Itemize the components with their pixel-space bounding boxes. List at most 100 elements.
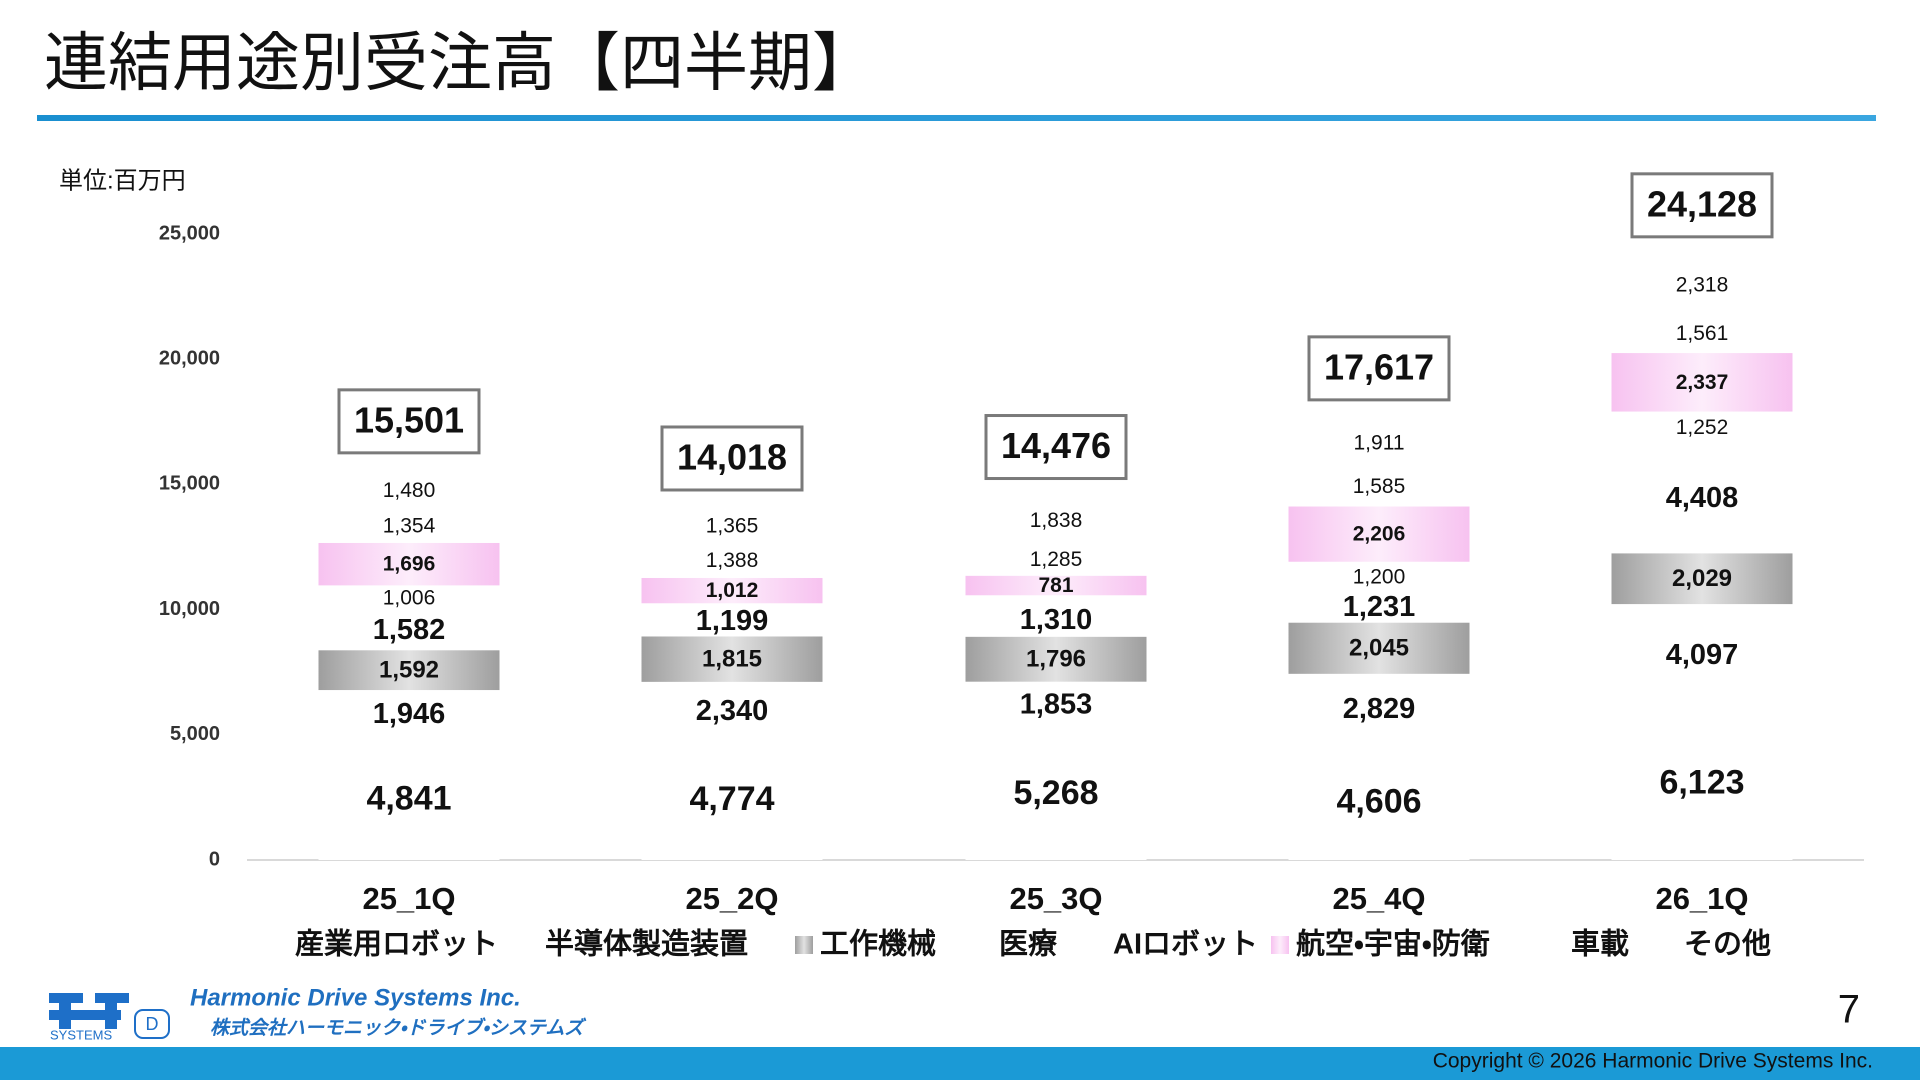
data-label: 4,408 — [1666, 482, 1739, 514]
y-tick-label: 10,000 — [159, 598, 220, 620]
data-label: 4,097 — [1666, 639, 1739, 671]
total-box — [984, 414, 1128, 481]
x-tick-label: 25_3Q — [1009, 881, 1102, 916]
bar-segment — [1288, 673, 1470, 745]
data-label: 1,796 — [1026, 646, 1086, 673]
data-label: 1,853 — [1020, 689, 1093, 721]
y-tick-label: 20,000 — [159, 347, 220, 369]
bar-segment — [318, 585, 500, 611]
copyright: Copyright © 2026 Harmonic Drive Systems … — [1433, 1050, 1873, 1073]
data-label: 2,829 — [1343, 693, 1416, 725]
bar-segment — [965, 595, 1147, 604]
data-label: 1,199 — [696, 605, 769, 637]
data-label: 4,606 — [1336, 782, 1421, 820]
company-ja: 株式会社ハーモニック・ドライブ・システムズ — [210, 1017, 586, 1039]
total-box — [660, 425, 804, 492]
data-label: 2,029 — [1672, 565, 1732, 592]
bar-segment — [1611, 604, 1793, 707]
bar-segment — [1288, 506, 1470, 562]
bar-segment — [318, 738, 500, 860]
bar-segment — [1288, 622, 1470, 674]
data-label: 2,206 — [1353, 523, 1406, 546]
bar-segment — [1611, 706, 1793, 860]
bar-segment — [318, 610, 500, 651]
legend-label: 車載 — [1571, 928, 1629, 961]
data-label: 1,946 — [373, 698, 446, 730]
bar-segment — [318, 650, 500, 691]
legend-label: 工作機械 — [820, 928, 936, 961]
bar-segment — [1611, 353, 1793, 412]
data-label: 1,354 — [383, 515, 436, 538]
legend-label: 産業用ロボット — [295, 928, 498, 961]
y-tick-label: 0 — [209, 848, 220, 870]
bar-segment — [1611, 255, 1793, 314]
data-label: 1,561 — [1676, 322, 1729, 345]
legend-label: 医療 — [999, 928, 1058, 961]
bar-segment — [965, 681, 1147, 729]
total-label: 15,501 — [354, 399, 464, 440]
logo-letter: D — [146, 1014, 159, 1034]
total-label: 14,018 — [677, 437, 787, 478]
bar-segment — [1611, 553, 1793, 605]
title-rule — [37, 115, 1876, 121]
data-label: 6,123 — [1659, 763, 1744, 801]
bar-segment — [965, 603, 1147, 637]
company-en: Harmonic Drive Systems Inc. — [190, 984, 521, 1011]
bar-segment — [318, 542, 500, 586]
bar-segment — [1611, 313, 1793, 354]
logo-shape — [49, 1010, 121, 1020]
data-label: 5,268 — [1013, 774, 1098, 812]
bar-segment — [1611, 411, 1793, 443]
data-label: 1,585 — [1353, 475, 1406, 498]
data-label: 2,340 — [696, 695, 769, 727]
data-label: 1,252 — [1676, 416, 1729, 439]
bar-segment — [1288, 561, 1470, 592]
logo-shape — [134, 1009, 170, 1039]
unit-label: 単位:百万円 — [59, 167, 186, 194]
total-box — [337, 388, 481, 455]
bar-segment — [641, 508, 823, 544]
bar-segment — [641, 603, 823, 607]
footer-bar — [0, 1047, 1920, 1080]
bar-segment — [965, 575, 1147, 596]
data-label: 2,318 — [1676, 273, 1729, 296]
bar-segment — [1288, 466, 1470, 507]
legend-label: 航空・宇宙・防衛 — [1296, 928, 1490, 961]
logo-text: SYSTEMS — [50, 1027, 112, 1042]
bar-segment — [318, 690, 500, 739]
total-box — [1307, 335, 1451, 402]
data-label: 1,200 — [1353, 565, 1406, 588]
data-label: 1,592 — [379, 656, 439, 683]
data-label: 1,365 — [706, 515, 759, 538]
page-number: 7 — [1838, 988, 1860, 1032]
x-tick-label: 25_2Q — [685, 881, 778, 916]
data-label: 4,774 — [689, 780, 774, 818]
data-label: 1,310 — [1020, 604, 1093, 636]
total-label: 17,617 — [1324, 346, 1434, 387]
total-label: 14,476 — [1001, 425, 1111, 466]
legend-label: その他 — [1684, 928, 1771, 961]
legend-label: AIロボット — [1113, 928, 1258, 961]
y-tick-label: 15,000 — [159, 473, 220, 495]
data-label: 1,815 — [702, 645, 762, 672]
bar-segment — [641, 543, 823, 578]
bar-segment — [641, 606, 823, 637]
data-label: 1,285 — [1030, 548, 1083, 571]
data-label: 1,480 — [383, 479, 436, 502]
bar-segment — [1288, 418, 1470, 467]
logo-shape — [105, 993, 117, 1029]
legend-label: 半導体製造装置 — [545, 928, 748, 961]
data-label: 1,012 — [706, 579, 759, 602]
data-label: 781 — [1038, 574, 1073, 597]
bar-segment — [641, 577, 823, 604]
data-label: 1,911 — [1354, 431, 1405, 454]
bar-segment — [965, 636, 1147, 682]
data-label: 1,582 — [373, 614, 446, 646]
bar-segment — [318, 471, 500, 510]
legend-swatch — [1271, 936, 1289, 954]
bar-segment — [318, 509, 500, 543]
data-label: 2,337 — [1676, 371, 1729, 394]
bar-segment — [1288, 744, 1470, 860]
data-label: 4,841 — [366, 779, 451, 817]
